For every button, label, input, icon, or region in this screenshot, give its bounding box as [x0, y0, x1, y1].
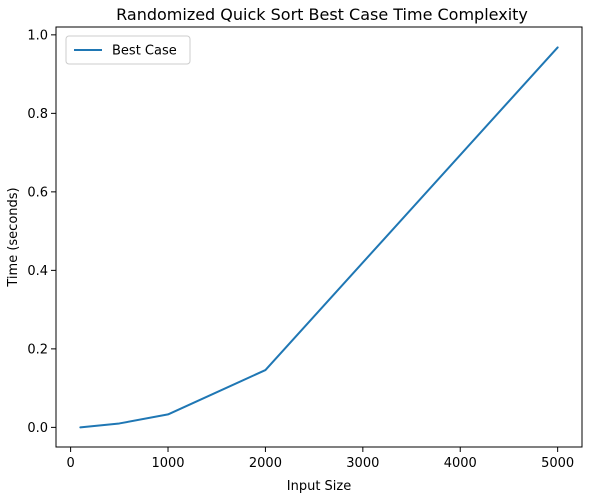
legend-box — [65, 35, 191, 65]
chart-title: Randomized Quick Sort Best Case Time Com… — [116, 5, 528, 24]
x-tick-label: 1000 — [151, 456, 184, 471]
legend: Best Case — [65, 35, 191, 65]
x-tick-label: 0 — [66, 456, 74, 471]
series-line-0 — [79, 46, 559, 429]
y-tick-label: 0.8 — [27, 107, 48, 122]
x-axis-label: Input Size — [287, 479, 351, 494]
legend-label: Best Case — [112, 44, 177, 59]
y-tick-label: 1.0 — [27, 28, 48, 43]
y-tick-label: 0.6 — [27, 185, 48, 200]
axes-frame — [55, 26, 583, 448]
x-tick-label: 2000 — [249, 456, 282, 471]
x-tick-label: 4000 — [444, 456, 477, 471]
x-tick-label: 5000 — [541, 456, 574, 471]
y-tick-label: 0.0 — [27, 421, 48, 436]
y-axis-label: Time (seconds) — [6, 187, 21, 287]
y-tick-label: 0.4 — [27, 264, 48, 279]
x-tick-label: 3000 — [346, 456, 379, 471]
plot-area: 0 1000 2000 3000 4000 5000 0.0 0.2 0.4 0.6 0.8 1.0 — [27, 26, 583, 471]
y-tick-label: 0.2 — [27, 342, 48, 357]
